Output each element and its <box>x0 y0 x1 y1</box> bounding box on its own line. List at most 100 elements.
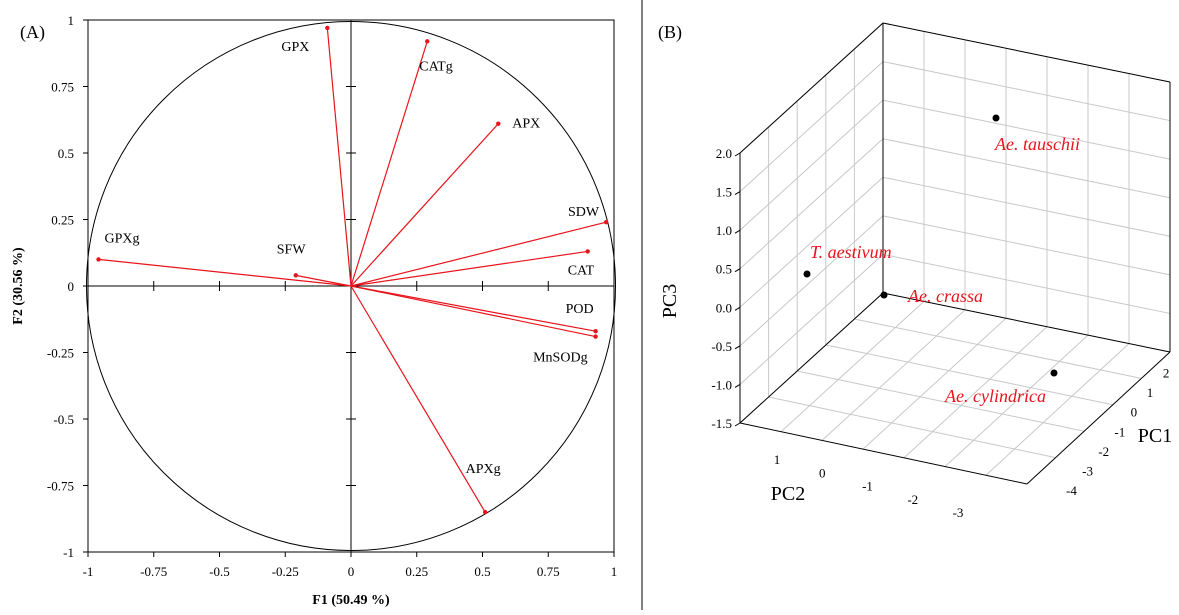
grid-line <box>780 301 925 433</box>
pc3-tick <box>734 152 741 157</box>
x-tick-label: 0.25 <box>405 564 428 579</box>
pc3-tick-label: -1.5 <box>711 416 732 431</box>
variable-label: APXg <box>466 462 501 477</box>
pc3-tick-label: 0.0 <box>716 300 732 315</box>
loading-point <box>293 273 298 278</box>
loading-vector <box>350 250 588 287</box>
loading-point <box>496 121 501 126</box>
grid-line <box>882 253 1171 314</box>
pc3-tick-label: -0.5 <box>711 339 732 354</box>
grid-line <box>739 99 884 231</box>
variable-label: POD <box>566 302 594 317</box>
y-tick-label: -0.25 <box>47 346 74 361</box>
loading-vector <box>295 274 352 287</box>
pc3-axis-title: PC3 <box>659 284 681 318</box>
x-tick-label: -0.5 <box>209 564 230 579</box>
y-tick-label: 0.5 <box>58 146 74 161</box>
y-tick-label: 0.25 <box>51 213 74 228</box>
grid-line <box>821 309 966 441</box>
grid-line <box>882 215 1171 276</box>
loading-vector <box>350 41 428 287</box>
loading-vector <box>350 123 499 287</box>
pc1-tick-label: -1 <box>1114 424 1125 439</box>
pc3-tick-label: 1.0 <box>716 223 732 238</box>
pc3-tick-label: 0.5 <box>716 262 732 277</box>
loading-vector <box>350 285 596 332</box>
loading-vector <box>98 258 352 287</box>
pc1-tick-label: -2 <box>1098 444 1109 459</box>
loading-point <box>593 329 598 334</box>
species-label: T. aestivum <box>810 242 892 262</box>
grid-line <box>882 176 1171 237</box>
grid-line <box>739 61 884 192</box>
y-tick-label: 1 <box>68 13 75 28</box>
box-edge <box>739 422 1028 485</box>
pc3-tick-label: 2.0 <box>716 146 732 161</box>
grid-line <box>882 61 1171 122</box>
pc1-tick-label: -3 <box>1082 463 1093 478</box>
panel-b: (B) -1.5-1.0-0.50.00.51.01.52.010-1-2-33… <box>658 22 1172 520</box>
loading-vector <box>326 27 352 287</box>
pc2-tick-label: -1 <box>862 479 873 494</box>
y-tick-label: -1 <box>63 545 74 560</box>
x-tick-label: -0.25 <box>272 564 299 579</box>
pc3-tick-label: -1.0 <box>711 377 732 392</box>
box-edge <box>882 292 1171 353</box>
x-tick-label: 0.75 <box>537 564 560 579</box>
pc2-tick-label: -2 <box>907 492 918 507</box>
species-point <box>992 114 1000 122</box>
pc1-tick-label: 0 <box>1131 405 1138 420</box>
loading-point <box>603 219 609 225</box>
loading-point <box>96 257 101 262</box>
loading-point <box>325 25 330 31</box>
pc2-tick-label: -3 <box>953 505 964 520</box>
loading-point <box>482 509 488 515</box>
variable-label: GPX <box>281 40 309 55</box>
loading-vector <box>350 221 607 287</box>
x-tick-label: 1 <box>611 564 618 579</box>
grid-line <box>739 254 884 385</box>
pc3-tick <box>734 191 741 196</box>
pc2-tick-label: 0 <box>819 465 826 480</box>
x-tick-label: 0 <box>348 564 355 579</box>
species-label: Ae. cylindrica <box>944 386 1046 406</box>
grid-line <box>944 334 1089 467</box>
loading-point <box>425 39 430 44</box>
y-tick-label: -0.5 <box>53 412 74 427</box>
variable-label: GPXg <box>105 231 140 246</box>
variable-label: SFW <box>277 242 307 257</box>
grid-line <box>768 396 1056 459</box>
variable-label: CAT <box>568 263 595 278</box>
y-tick-label: 0.75 <box>51 80 74 95</box>
pc3-tick-label: 1.5 <box>716 185 732 200</box>
x-tick-label: -0.75 <box>140 564 167 579</box>
correlation-circle <box>86 21 616 551</box>
pc1-tick-label: 2 <box>1163 366 1170 381</box>
panel-b-label: (B) <box>658 22 682 43</box>
y-tick-label: 0 <box>68 279 75 294</box>
pc1-tick-label: 1 <box>1147 385 1154 400</box>
pc2-tick-label: 1 <box>774 452 781 467</box>
x-tick-label: -1 <box>83 564 94 579</box>
grid-line <box>739 215 884 347</box>
grid-line <box>739 138 884 270</box>
y-tick-label: -0.75 <box>47 479 74 494</box>
y-axis-title: F2 (30.56 %) <box>11 247 26 325</box>
pc3-tick <box>734 268 741 273</box>
box-edge <box>739 22 884 154</box>
grid-line <box>739 176 884 308</box>
pc3-tick <box>734 306 741 311</box>
variable-label: APX <box>512 117 540 132</box>
pc3-tick <box>734 229 741 234</box>
box-edge <box>882 22 1171 83</box>
grid-line <box>882 138 1171 199</box>
loading-vector <box>350 285 486 513</box>
grid-line <box>854 318 1142 379</box>
species-point <box>880 291 888 299</box>
panel-a: (A) -1 -0.75 -0.5 -0.25 0 0.25 0.5 0.75 1 -1 -0.7… <box>11 13 617 608</box>
pc3-tick <box>734 422 741 427</box>
variable-label: MnSODg <box>533 351 587 366</box>
species-label: Ae. tauschii <box>994 134 1080 154</box>
